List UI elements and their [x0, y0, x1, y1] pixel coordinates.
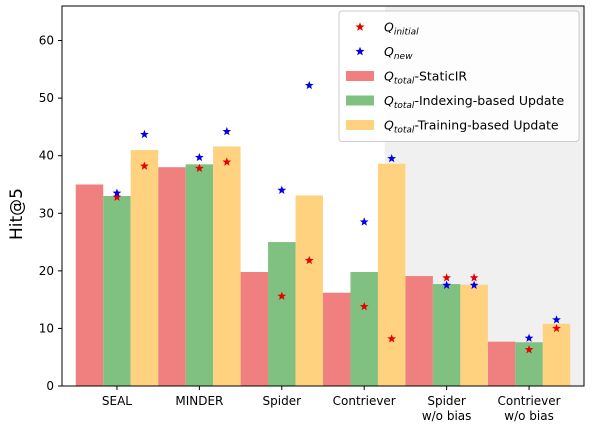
marker-new-8	[442, 280, 452, 289]
bar-indexing-2	[268, 242, 296, 386]
legend-handle-indexing	[346, 95, 374, 106]
bar-training-5	[542, 323, 571, 386]
y-tick-label-40: 40	[39, 149, 54, 163]
bar-static-3	[323, 292, 351, 386]
bar-static-1	[158, 167, 186, 386]
legend-label-static: Qtotal-StaticIR	[384, 69, 467, 87]
y-tick-label-20: 20	[39, 264, 54, 278]
bars-layer	[75, 146, 571, 386]
y-tick-label-30: 30	[39, 206, 54, 220]
marker-new-11	[552, 315, 561, 324]
marker-initial-2	[194, 163, 204, 173]
y-tick-label-50: 50	[39, 91, 54, 105]
marker-new-3	[222, 126, 232, 136]
y-tick-label-60: 60	[39, 34, 54, 48]
bar-training-2	[295, 195, 323, 386]
x-tick-label-4: Spider	[427, 394, 466, 408]
marker-initial-5	[304, 255, 314, 265]
marker-initial-1	[140, 161, 149, 170]
legend-handle-training	[346, 120, 374, 130]
marker-initial-11	[552, 323, 561, 333]
marker-initial-7	[387, 334, 397, 343]
marker-new-2	[194, 152, 204, 162]
bar-static-2	[240, 272, 269, 386]
legend-label-training: Qtotal-Training-based Update	[384, 118, 559, 136]
marker-initial-10	[524, 345, 534, 354]
legend-label-indexing: Qtotal-Indexing-based Update	[384, 93, 564, 111]
bar-indexing-0	[103, 196, 131, 386]
marker-new-4	[277, 185, 287, 194]
legend-handle-static	[346, 71, 374, 81]
marker-new-1	[140, 129, 149, 139]
bar-static-0	[75, 184, 104, 386]
legend-label-initial: Qinitial	[384, 20, 419, 38]
plot-frame	[61, 5, 585, 387]
x-tick-label-0: SEAL	[102, 394, 132, 408]
marker-new-6	[359, 217, 369, 226]
marker-new-5	[304, 80, 314, 90]
y-tick-label-0: 0	[46, 379, 54, 393]
marker-new-0	[112, 188, 122, 197]
x-tick-label-5-line2: w/o bias	[504, 409, 554, 423]
bar-static-4	[405, 276, 433, 386]
x-tick-label-4-line2: w/o bias	[422, 409, 472, 423]
legend-handle-new	[355, 46, 365, 56]
bar-indexing-1	[185, 164, 214, 386]
x-tick-label-3: Contriever	[333, 394, 396, 408]
legend-box	[338, 10, 580, 142]
marker-initial-6	[359, 301, 369, 311]
x-tick-label-2: Spider	[263, 394, 302, 408]
marker-new-10	[524, 333, 534, 342]
marker-new-7	[387, 153, 397, 163]
bar-training-1	[213, 146, 241, 386]
marker-initial-9	[469, 273, 479, 282]
y-tick-label-10: 10	[39, 321, 54, 335]
legend-handle-initial	[355, 22, 365, 31]
x-tick-label-1: MINDER	[175, 394, 223, 408]
bar-static-5	[487, 341, 516, 386]
markers-layer	[112, 80, 561, 354]
marker-initial-0	[112, 192, 122, 201]
marker-new-9	[469, 280, 479, 289]
marker-initial-8	[442, 273, 452, 282]
bar-indexing-4	[432, 284, 461, 386]
legend: Qinitial Qnew Qtotal-StaticIR Qtotal-Indexi…	[338, 10, 580, 142]
bar-indexing-3	[350, 272, 378, 386]
marker-initial-4	[277, 291, 287, 300]
marker-initial-3	[222, 157, 232, 166]
bar-training-0	[130, 149, 159, 386]
y-axis-title: Hit@5	[7, 188, 27, 240]
bar-training-3	[377, 163, 406, 386]
ticks-layer: 0 10 20 30 40 50 60 SEAL MINDER Spider Contriever S…	[39, 34, 561, 423]
axes-layer	[61, 5, 585, 387]
legend-label-new: Qnew	[384, 44, 413, 62]
x-tick-label-5: Contriever	[497, 394, 560, 408]
bar-training-4	[460, 284, 488, 386]
